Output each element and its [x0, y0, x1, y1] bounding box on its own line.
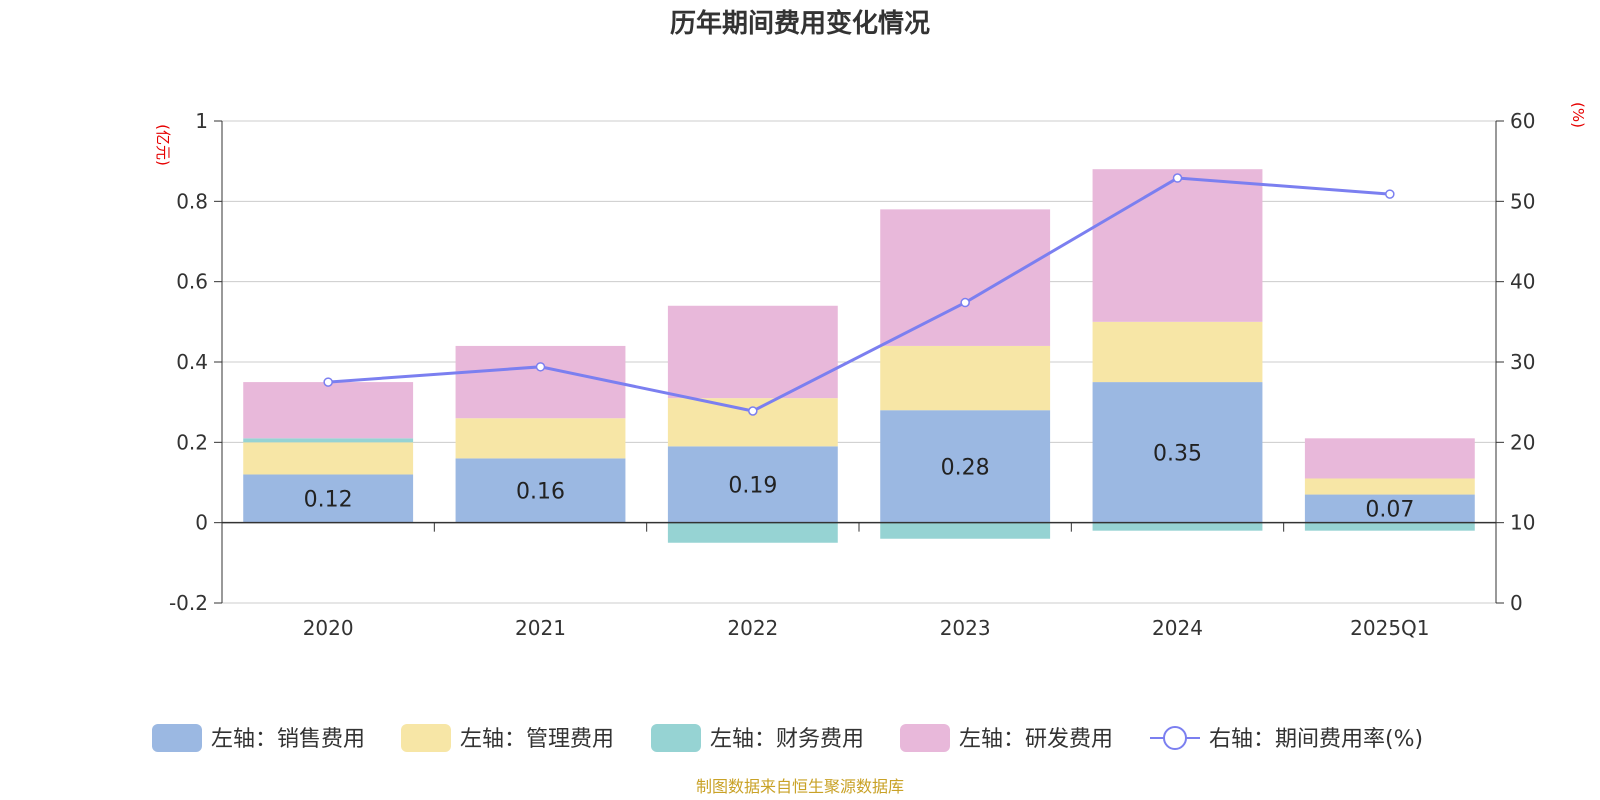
legend-label: 左轴：管理费用 — [460, 727, 614, 752]
legend-swatch — [900, 724, 950, 752]
legend-item[interactable]: 左轴：研发费用 — [900, 724, 1113, 752]
bar-segment — [880, 209, 1051, 346]
left-axis-label: (亿元) — [154, 124, 172, 166]
bar-segment — [880, 522, 1051, 539]
bar-value-label: 0.07 — [1365, 498, 1414, 523]
gridlines — [222, 120, 1496, 604]
bar-value-label: 0.19 — [728, 474, 777, 499]
category-label: 2023 — [940, 616, 991, 640]
bar-segment — [1304, 494, 1475, 523]
legend-label: 右轴：期间费用率(%) — [1209, 727, 1423, 752]
rate-point — [1385, 189, 1395, 199]
legend-item[interactable]: 左轴：销售费用 — [152, 724, 365, 752]
right-tick-label: 50 — [1510, 189, 1535, 213]
bar-segment — [243, 442, 414, 475]
bar-segment — [455, 418, 626, 459]
bar-segment — [1304, 522, 1475, 531]
category-label: 2022 — [727, 616, 778, 640]
bar-segment — [880, 345, 1051, 411]
category-label: 2024 — [1152, 616, 1203, 640]
bar-segment — [667, 522, 838, 543]
left-tick-label: 0 — [195, 511, 208, 535]
left-tick-label: 0.6 — [176, 270, 208, 294]
legend-swatch — [401, 724, 451, 752]
rate-point — [323, 377, 333, 387]
legend: 左轴：销售费用 左轴：管理费用 左轴：财务费用 左轴：研发费用 右轴：期间费用率(%) — [152, 724, 1423, 752]
right-tick-label: 40 — [1510, 270, 1535, 294]
legend-label: 左轴：销售费用 — [211, 727, 365, 752]
chart-title: 历年期间费用变化情况 — [670, 8, 930, 39]
rate-point — [960, 297, 970, 308]
left-tick-label: 0.4 — [176, 350, 208, 374]
bar-segment — [243, 382, 414, 439]
right-tick-label: 10 — [1510, 511, 1535, 535]
left-tick-label: 0.2 — [176, 430, 208, 454]
bar-segment — [455, 345, 626, 419]
bar-segment — [243, 474, 414, 523]
legend-label: 左轴：研发费用 — [959, 727, 1113, 752]
legend-item[interactable]: 左轴：财务费用 — [651, 724, 864, 752]
rate-point — [748, 406, 758, 416]
left-tick-label: 0.8 — [176, 189, 208, 213]
left-tick-label: -0.2 — [169, 591, 208, 615]
right-tick-label: 0 — [1510, 591, 1523, 615]
bar-segment — [455, 458, 626, 523]
right-axis-label: (%) — [1569, 102, 1587, 128]
bar-segment — [1304, 478, 1475, 495]
legend-marker — [1163, 726, 1187, 750]
legend-swatch — [651, 724, 701, 752]
bar-value-label: 0.16 — [516, 480, 565, 505]
bar-segment — [667, 398, 838, 447]
category-label: 2021 — [515, 616, 566, 640]
bars — [243, 169, 1475, 543]
bar-segment — [243, 438, 414, 443]
bar-segment — [1092, 522, 1263, 531]
rate-line-path — [328, 176, 1390, 413]
bar-value-label: 0.12 — [304, 488, 353, 513]
bar-segment — [1092, 321, 1263, 383]
left-tick-label: 1 — [195, 109, 208, 133]
bar-segment — [1092, 382, 1263, 523]
data-labels: 0.12 0.16 0.19 0.28 0.35 0.07 — [304, 441, 1415, 522]
bar-segment — [1092, 169, 1263, 322]
right-tick-label: 30 — [1510, 350, 1535, 374]
bar-segment — [880, 410, 1051, 523]
rate-line — [323, 173, 1395, 416]
bar-segment — [667, 305, 838, 399]
bar-segment — [1304, 438, 1475, 479]
right-tick-label: 20 — [1510, 430, 1535, 454]
legend-item[interactable]: 右轴：期间费用率(%) — [1150, 726, 1423, 752]
rate-point — [1172, 173, 1183, 183]
right-tick-label: 60 — [1510, 109, 1535, 133]
legend-label: 左轴：财务费用 — [710, 727, 864, 752]
bar-value-label: 0.28 — [941, 455, 990, 480]
category-label: 2025Q1 — [1350, 616, 1429, 640]
bar-value-label: 0.35 — [1153, 441, 1202, 466]
rate-point — [535, 362, 546, 372]
legend-swatch — [152, 724, 202, 752]
legend-item[interactable]: 左轴：管理费用 — [401, 724, 614, 752]
category-label: 2020 — [303, 616, 354, 640]
source-note: 制图数据来自恒生聚源数据库 — [696, 777, 904, 796]
bar-segment — [667, 446, 838, 523]
